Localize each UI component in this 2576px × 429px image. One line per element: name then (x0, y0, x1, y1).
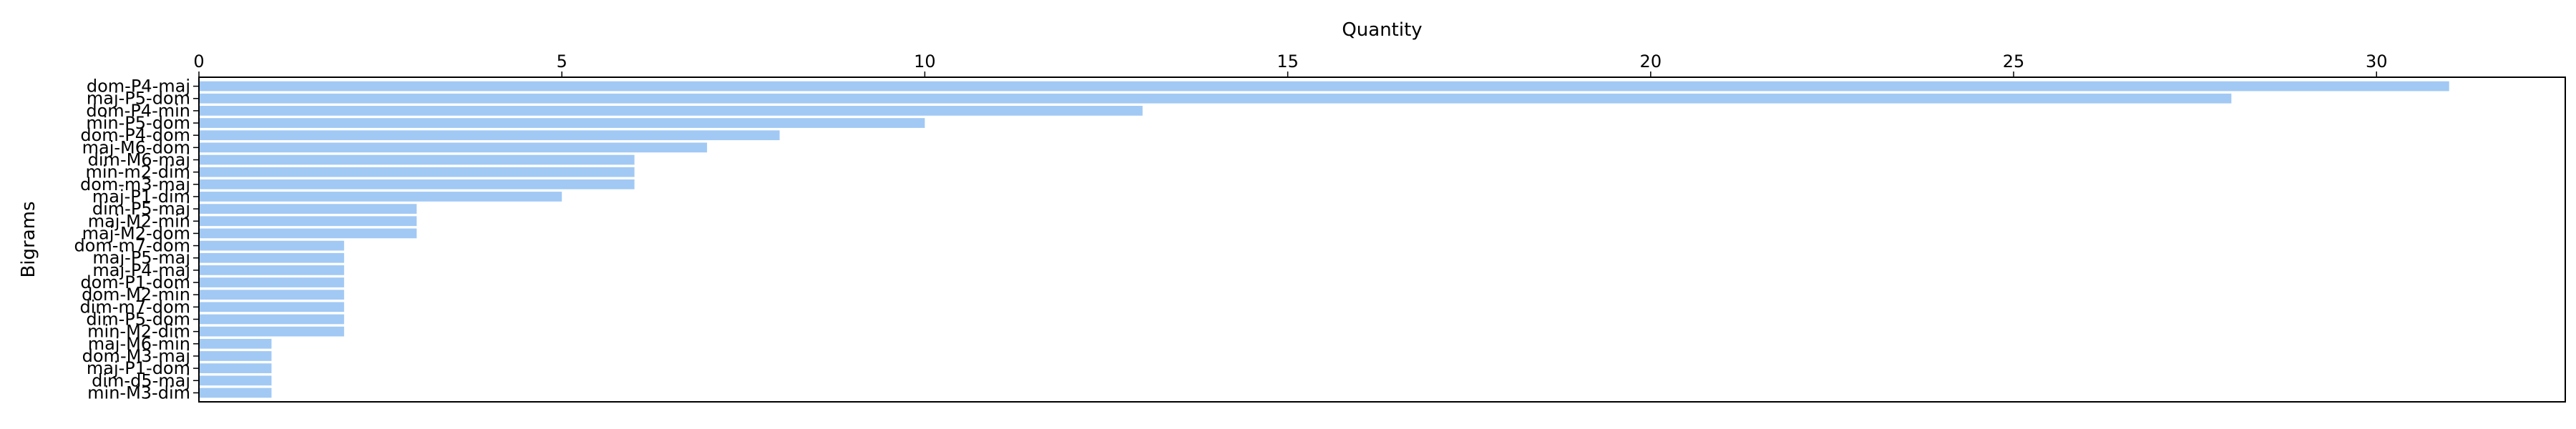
y-tick-label: dom-P4-min (86, 101, 190, 121)
x-tick-label: 15 (1277, 51, 1299, 72)
bar-min-m2-dim (199, 167, 635, 177)
bar-maj-P5-maj (199, 252, 344, 263)
y-tick-label: maj-P4-maj (92, 260, 190, 280)
bar-dim-m7-dom (199, 302, 344, 312)
bar-dom-P4-min (199, 106, 1143, 116)
y-tick-label: min-M3-dim (87, 383, 190, 403)
bars-layer (199, 81, 2449, 398)
y-tick-label: dom-P1-dom (80, 272, 190, 292)
bar-dim-M6-maj (199, 154, 635, 165)
bar-maj-M2-min (199, 216, 417, 227)
y-tick-label: dom-P4-dom (80, 125, 190, 145)
y-tick-label: maj-P5-dom (87, 89, 190, 109)
bar-dim-P5-maj (199, 204, 417, 214)
bar-dim-P5-dom (199, 314, 344, 325)
bar-min-M2-dim (199, 326, 344, 337)
y-tick-label: dim-d5-maj (92, 370, 190, 390)
bar-dom-m3-maj (199, 179, 635, 189)
y-tick-label: min-M2-dim (87, 322, 190, 342)
y-tick-label: maj-P1-dom (87, 358, 190, 378)
bar-dom-m7-dom (199, 240, 344, 251)
y-tick-label: dim-m7-dom (79, 297, 190, 317)
x-tick-label: 30 (2366, 51, 2388, 72)
y-tick-label: maj-M2-dom (82, 223, 190, 243)
bar-maj-M2-dom (199, 228, 417, 239)
bar-dom-M3-maj (199, 351, 272, 361)
y-tick-label: maj-M6-dom (82, 137, 190, 157)
y-tick-label: maj-P1-dim (92, 187, 190, 207)
bar-dom-P1-dom (199, 277, 344, 287)
bar-maj-P4-maj (199, 265, 344, 275)
bar-min-P5-dom (199, 118, 925, 128)
bar-dom-P4-dom (199, 130, 780, 141)
x-tick-label: 10 (914, 51, 936, 72)
y-tick-label: min-m2-dim (85, 162, 190, 182)
x-axis-title: Quantity (1342, 19, 1422, 41)
y-tick-label: dim-P5-maj (92, 199, 190, 219)
y-tick-label: dom-P4-maj (87, 77, 190, 97)
bar-maj-P1-dim (199, 192, 562, 202)
x-axis: 0 5 10 15 20 25 30 (193, 51, 2388, 77)
bar-dom-M2-min (199, 290, 344, 300)
y-tick-label: maj-M2-min (88, 211, 190, 231)
y-axis: dom-P4-majmaj-P5-domdom-P4-minmin-P5-dom… (74, 77, 199, 403)
y-axis-title: Bigrams (18, 201, 39, 277)
bar-min-M3-dim (199, 388, 272, 398)
x-tick-label: 5 (557, 51, 567, 72)
y-tick-label: maj-M6-min (88, 334, 190, 354)
y-tick-label: dom-m7-dom (74, 236, 190, 256)
y-tick-label: maj-P5-maj (92, 248, 190, 268)
x-tick-label: 25 (2003, 51, 2025, 72)
y-tick-label: dom-M3-maj (82, 346, 190, 366)
bar-dom-P4-maj (199, 81, 2449, 92)
y-tick-label: min-P5-dom (86, 113, 190, 133)
bar-maj-P1-dom (199, 363, 272, 373)
x-tick-label: 0 (193, 51, 204, 72)
x-tick-label: 20 (1640, 51, 1662, 72)
bar-dim-d5-maj (199, 375, 272, 386)
y-tick-label: dim-P5-dom (86, 310, 190, 330)
y-tick-label: dim-M6-maj (88, 150, 190, 170)
y-tick-label: dom-m3-maj (80, 174, 190, 194)
bar-maj-M6-dom (199, 142, 708, 153)
bar-maj-P5-dom (199, 93, 2232, 104)
y-tick-label: dom-M2-min (82, 285, 190, 305)
plot-frame (198, 77, 2566, 403)
bar-maj-M6-min (199, 338, 272, 349)
